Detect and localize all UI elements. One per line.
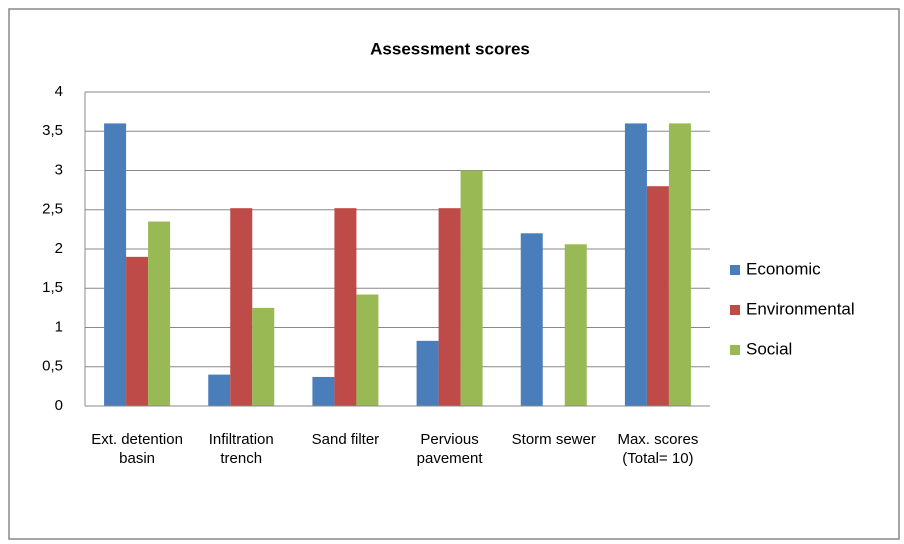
legend-swatch (730, 305, 740, 315)
x-tick-label: Ext. detention basin (91, 431, 183, 467)
bar (148, 221, 171, 406)
bar (564, 244, 587, 406)
x-tick-label: Pervious pavement (416, 431, 483, 467)
bar (230, 208, 253, 406)
y-tick-label: 2 (55, 240, 63, 257)
bar (646, 186, 669, 406)
x-tick-label: Infiltration trench (208, 431, 274, 467)
y-tick-label: 1 (55, 318, 63, 335)
bar (334, 208, 357, 406)
y-tick-label: 2,5 (42, 201, 63, 218)
y-tick-label: 0 (55, 397, 63, 414)
bar (460, 170, 483, 406)
bar (312, 376, 335, 406)
bar (356, 294, 379, 406)
y-tick-label: 1,5 (42, 279, 63, 296)
bar (252, 307, 275, 406)
y-tick-label: 3 (55, 161, 63, 178)
bar (104, 123, 127, 407)
bar (208, 374, 231, 406)
legend-swatch (730, 265, 740, 275)
x-tick-label: Sand filter (311, 431, 380, 448)
legend-label: Environmental (746, 299, 855, 318)
x-tick-label: Max. scores (Total= 10) (617, 431, 699, 467)
y-tick-label: 0,5 (42, 358, 63, 375)
bar (126, 256, 149, 406)
chart-title: Assessment scores (370, 39, 530, 58)
bar (438, 208, 461, 406)
bar (416, 340, 439, 406)
y-tick-label: 3,5 (42, 122, 63, 139)
y-tick-label: 4 (55, 83, 63, 100)
legend-label: Economic (746, 259, 821, 278)
bar (624, 123, 647, 407)
legend-swatch (730, 345, 740, 355)
legend-label: Social (746, 339, 792, 358)
x-tick-label: Storm sewer (511, 431, 596, 448)
bar (668, 123, 691, 407)
bar (520, 233, 543, 406)
